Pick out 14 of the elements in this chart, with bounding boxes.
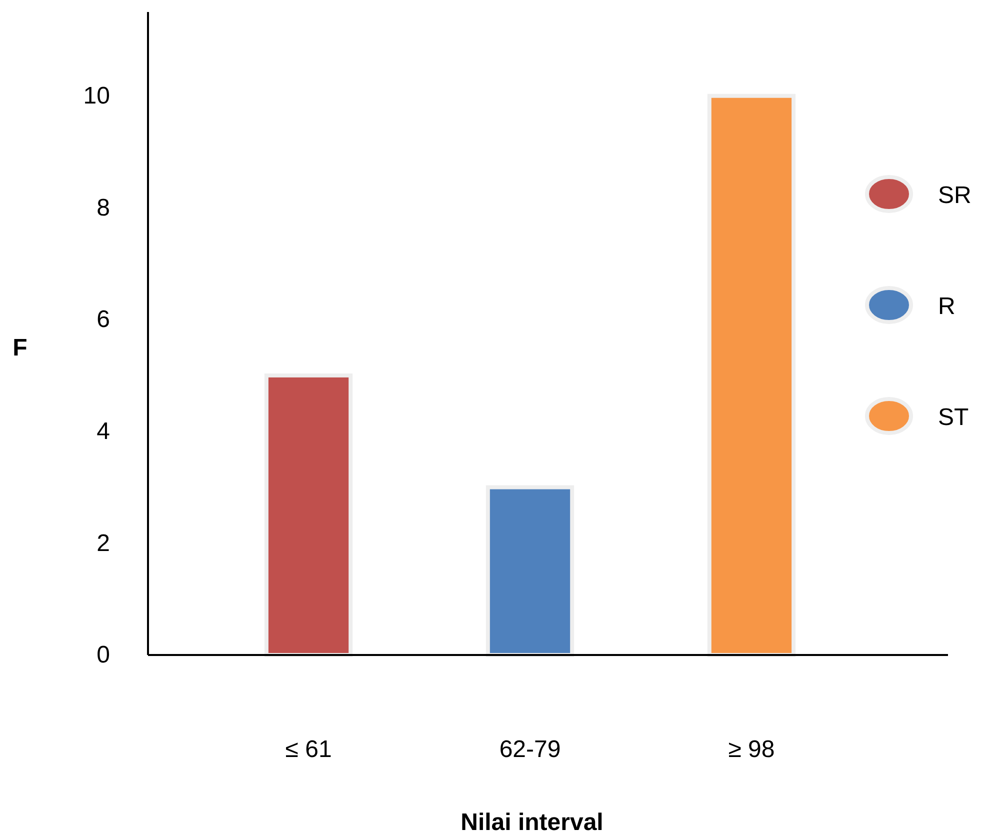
- y-tick-label: 0: [96, 642, 110, 669]
- y-tick-label: 10: [83, 82, 110, 110]
- y-tick-label: 8: [96, 194, 110, 222]
- x-axis-title: Nilai interval: [460, 809, 604, 836]
- y-axis-title: F: [12, 334, 28, 362]
- y-tick-label: 2: [96, 530, 110, 557]
- legend-label: R: [938, 293, 956, 320]
- x-tick-label: 62-79: [499, 736, 561, 764]
- x-tick-label: ≤ 61: [285, 736, 332, 764]
- x-tick-label: ≥ 98: [728, 736, 775, 764]
- legend-label: ST: [938, 404, 970, 431]
- y-tick-label: 6: [96, 306, 110, 334]
- legend-label: SR: [938, 182, 972, 209]
- y-tick-label: 4: [96, 418, 110, 446]
